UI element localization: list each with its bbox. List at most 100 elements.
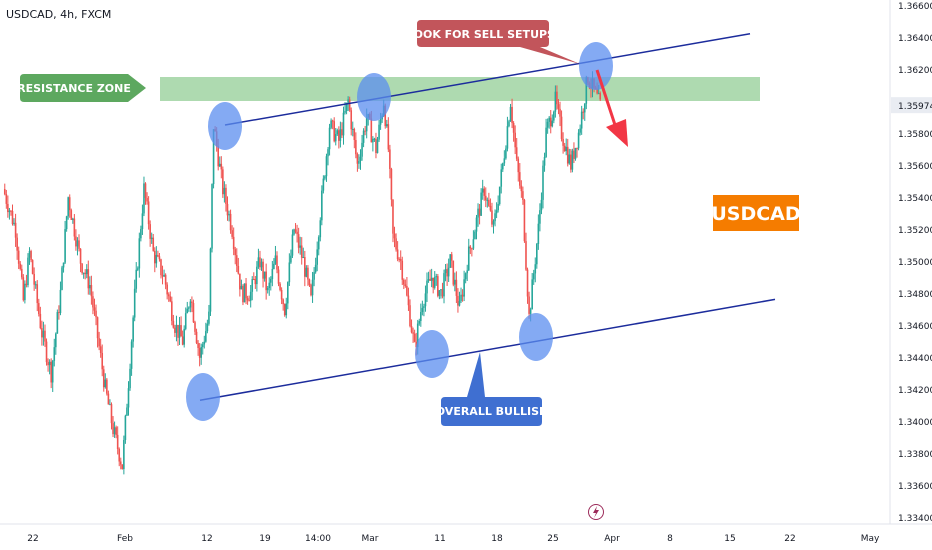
lightning-icon[interactable]	[588, 504, 604, 520]
candle-body	[596, 88, 598, 94]
candle-body	[387, 124, 390, 150]
lower-trendline[interactable]	[199, 298, 776, 401]
time-tick-label: 22	[784, 534, 795, 544]
candle-body	[418, 320, 421, 324]
candle-body	[144, 183, 147, 199]
candle-body	[474, 231, 476, 240]
touch-circles	[186, 42, 613, 421]
candle-body	[252, 279, 255, 281]
candle-body	[517, 158, 520, 173]
candle-body	[249, 291, 252, 301]
candle-body	[50, 361, 52, 383]
candle-body	[234, 249, 237, 256]
candle-body	[450, 254, 453, 261]
candle-body	[251, 279, 254, 292]
candle-body	[373, 138, 376, 140]
candle-body	[484, 195, 487, 201]
candle-body	[355, 139, 357, 155]
candle-body	[211, 184, 213, 249]
candle-body	[254, 279, 257, 285]
candle-body	[505, 148, 507, 159]
candle-body	[321, 190, 323, 221]
candle-body	[231, 230, 233, 237]
upper-trendline[interactable]	[224, 33, 751, 126]
candle-body	[160, 259, 162, 276]
candle-body	[441, 289, 444, 297]
price-axis[interactable]: 1.36600 1.36400 1.36200 1.35800 1.35600 1.354…	[889, 0, 932, 550]
price-tick-label: 1.33600	[898, 482, 932, 492]
candle-body	[519, 172, 521, 186]
candle-body	[495, 210, 498, 214]
candle-body	[512, 123, 515, 133]
time-tick-label: 19	[259, 534, 271, 544]
candle-body	[53, 347, 56, 361]
candle-body	[220, 163, 223, 170]
candle-body	[229, 213, 232, 231]
candle-body	[178, 325, 181, 338]
candle-body	[305, 267, 308, 277]
candle-body	[245, 283, 247, 299]
candle-body	[232, 236, 235, 250]
candle-body	[308, 279, 311, 285]
candle-body	[497, 204, 499, 211]
candle-body	[385, 124, 388, 127]
candle-body	[277, 269, 280, 284]
candle-body	[471, 248, 473, 250]
time-axis[interactable]: 22 Feb 12 19 14:00 Mar 11 18 25 Apr 8 15 22 May	[0, 523, 932, 544]
candle-body	[372, 138, 374, 143]
candle-body	[341, 129, 343, 136]
candle-body	[486, 199, 489, 201]
candle-body	[287, 282, 289, 304]
candle-body	[563, 145, 566, 152]
candle-body	[347, 99, 349, 103]
candle-body	[138, 238, 141, 269]
candle-body	[515, 147, 518, 159]
candle-body	[390, 168, 393, 200]
candle-body	[389, 149, 391, 169]
candle-body	[266, 288, 269, 291]
candle-body	[461, 294, 464, 297]
candle-body	[489, 205, 492, 211]
candle-body	[557, 104, 560, 109]
candle-body	[370, 118, 373, 143]
candle-body	[116, 434, 119, 449]
candle-body	[452, 260, 455, 285]
candle-body	[574, 147, 577, 159]
candle-body	[273, 263, 275, 269]
candle-body	[177, 324, 179, 338]
candle-body	[39, 313, 42, 329]
candle-body	[285, 303, 288, 316]
candle-body	[399, 259, 402, 261]
time-tick-label: Feb	[117, 534, 133, 544]
bullish-callout: OVERALL BULLISH	[436, 352, 548, 426]
candle-body	[96, 317, 99, 339]
candle-body	[82, 272, 85, 274]
touch-circle	[208, 102, 242, 150]
current-price-badge	[891, 97, 932, 114]
candle-body	[437, 276, 439, 296]
candle-body	[577, 132, 580, 149]
candle-body	[477, 208, 479, 218]
candle-body	[299, 245, 301, 248]
candle-body	[47, 362, 49, 366]
candle-body	[348, 99, 351, 111]
price-tick-label: 1.36600	[898, 2, 932, 12]
candle-body	[331, 120, 334, 122]
candle-body	[259, 257, 261, 268]
candle-body	[141, 213, 144, 230]
candle-body	[342, 112, 345, 136]
candle-body	[406, 286, 408, 296]
candle-body	[307, 267, 309, 280]
candle-body	[81, 263, 83, 274]
candle-body	[364, 130, 366, 132]
candle-body	[189, 301, 192, 308]
candle-body	[488, 199, 490, 206]
price-tick-label: 1.36400	[898, 34, 932, 44]
price-tick-label: 1.34600	[898, 322, 932, 332]
candle-body	[201, 344, 204, 348]
candle-body	[438, 290, 441, 296]
candle-body	[172, 320, 175, 328]
candle-body	[157, 254, 159, 257]
resistance-zone	[160, 77, 760, 101]
